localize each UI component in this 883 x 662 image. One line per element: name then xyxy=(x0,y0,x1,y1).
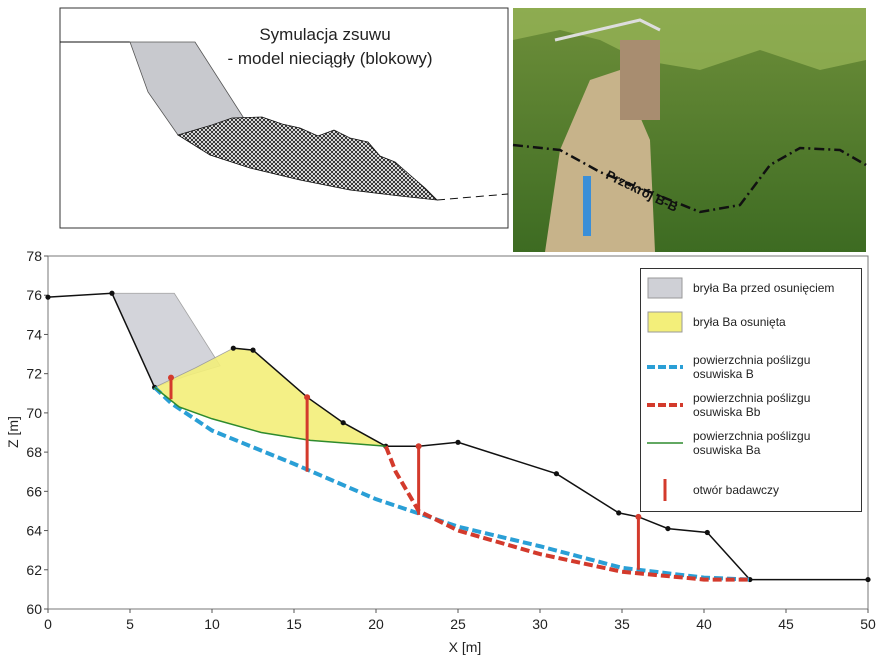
x-axis-label: X [m] xyxy=(449,639,482,655)
photo-inset: Przekrój B-B xyxy=(512,8,867,252)
y-tick-label: 76 xyxy=(26,287,42,303)
line xyxy=(383,445,750,582)
borehole-top xyxy=(168,374,174,381)
y-tick-label: 66 xyxy=(26,483,42,499)
x-tick-label: 20 xyxy=(368,616,384,632)
legend-swatch xyxy=(663,479,667,501)
inset-title: - model nieciągły (blokowy) xyxy=(227,49,432,68)
photo-rail xyxy=(554,18,661,42)
point xyxy=(230,345,236,351)
legend-label: powierzchnia poślizgu osuwiska B xyxy=(693,353,811,381)
point xyxy=(109,290,115,296)
point xyxy=(704,529,710,536)
legend-swatch xyxy=(647,442,683,444)
legend-label: otwór badawczy xyxy=(693,483,780,497)
legend-swatch xyxy=(647,311,683,333)
line xyxy=(154,386,386,447)
legend-swatch-fill xyxy=(647,311,683,333)
legend-label: powierzchnia poślizgu osuwiska Bb xyxy=(693,391,811,419)
legend: bryła Ba przed osunięciem bryła Ba osunię… xyxy=(640,268,862,512)
x-tick-label: 5 xyxy=(126,616,134,632)
inset-title: Symulacja zsuwu xyxy=(259,25,390,44)
point xyxy=(553,471,560,477)
y-tick-label: 62 xyxy=(26,562,42,578)
legend-label: powierzchnia poślizgu osuwiska Ba xyxy=(693,429,811,457)
legend-entry: powierzchnia poślizgu osuwiska B xyxy=(647,353,853,381)
legend-swatch xyxy=(647,277,683,299)
legend-label: bryła Ba przed osunięciem xyxy=(693,281,835,295)
point xyxy=(250,347,256,353)
x-tick-label: 10 xyxy=(204,616,220,632)
point xyxy=(865,576,871,583)
point xyxy=(665,525,671,532)
point xyxy=(45,294,51,300)
legend-label: bryła Ba osunięta xyxy=(693,315,786,329)
model-inset: Symulacja zsuwu - model nieciągły (bloko… xyxy=(59,7,509,229)
x-tick-label: 25 xyxy=(450,616,466,632)
legend-entry: bryła Ba osunięta xyxy=(647,311,853,333)
legend-entry: bryła Ba przed osunięciem xyxy=(647,277,853,299)
y-tick-label: 74 xyxy=(26,326,42,342)
x-tick-label: 0 xyxy=(44,616,52,632)
point xyxy=(616,510,622,516)
point xyxy=(455,439,461,445)
borehole-top xyxy=(304,394,311,401)
x-tick-label: 30 xyxy=(532,616,548,632)
y-axis-label: Z [m] xyxy=(5,416,21,448)
legend-swatch-fill xyxy=(647,277,683,299)
y-tick-label: 60 xyxy=(26,601,42,617)
x-tick-label: 45 xyxy=(778,616,794,632)
y-tick-label: 78 xyxy=(26,248,42,264)
legend-swatch xyxy=(647,365,683,369)
legend-swatch xyxy=(647,403,683,407)
point xyxy=(340,420,346,426)
x-tick-label: 40 xyxy=(696,616,712,632)
photo-pipe xyxy=(583,176,591,236)
borehole-top xyxy=(415,443,422,450)
photo-wall xyxy=(620,40,660,120)
borehole-top xyxy=(635,513,642,520)
y-tick-label: 68 xyxy=(26,444,42,460)
slip-continuation xyxy=(436,193,509,201)
legend-entry: otwór badawczy xyxy=(647,479,853,501)
legend-entry: powierzchnia poślizgu osuwiska Bb xyxy=(647,391,853,419)
x-tick-label: 15 xyxy=(286,616,302,632)
legend-entry: powierzchnia poślizgu osuwiska Ba xyxy=(647,429,853,457)
line xyxy=(153,385,751,582)
x-tick-label: 35 xyxy=(614,616,630,632)
x-tick-label: 50 xyxy=(860,616,876,632)
y-tick-label: 72 xyxy=(26,366,42,382)
y-tick-label: 64 xyxy=(26,523,42,539)
block-after xyxy=(177,116,439,201)
section-line xyxy=(512,143,867,214)
y-tick-label: 70 xyxy=(26,405,42,421)
photo-trees xyxy=(513,8,866,70)
